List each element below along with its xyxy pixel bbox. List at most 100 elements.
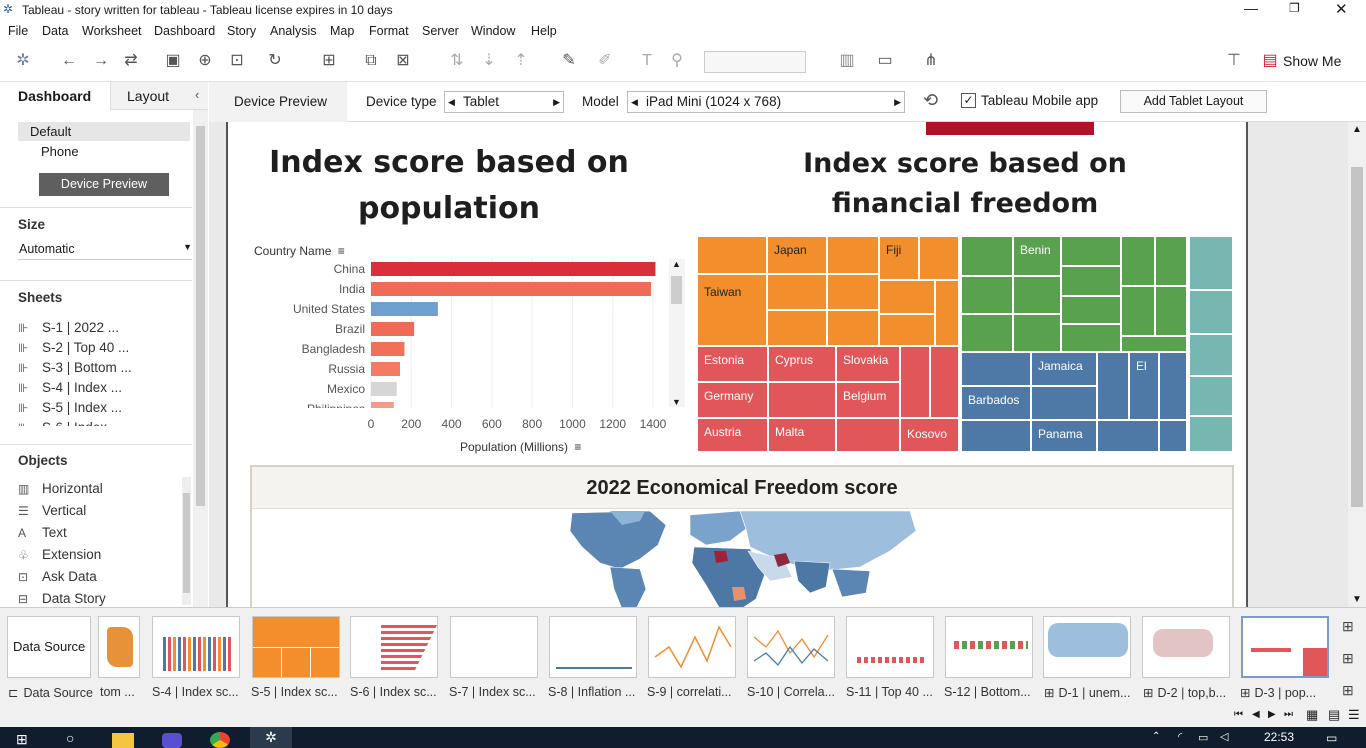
treemap-cell-panama[interactable]: Panama <box>1031 420 1097 452</box>
sheet-item[interactable]: ⊪ S-4 | Index ... <box>18 380 122 395</box>
map-region-greenland[interactable] <box>610 511 645 525</box>
tabs-view-icon[interactable]: ▤ <box>1328 707 1341 722</box>
tableau-taskbar-icon[interactable]: ✲ <box>250 727 292 748</box>
map-region-europe[interactable] <box>689 511 747 546</box>
map-region-south-america[interactable] <box>609 566 647 607</box>
labels-icon[interactable]: T <box>642 52 652 69</box>
menu-server[interactable]: Server <box>422 24 459 38</box>
file-explorer-icon[interactable] <box>112 733 134 748</box>
sheet-tab[interactable]: tom ... <box>100 685 135 699</box>
bar[interactable] <box>371 302 438 316</box>
bar-chart-scrollbar[interactable]: ▲ ▼ <box>669 259 685 407</box>
last-tab-icon[interactable]: ⏭ <box>1284 709 1293 720</box>
redo-icon[interactable]: → <box>93 52 109 69</box>
prev-arrow-icon[interactable]: ◀ <box>448 97 455 107</box>
map-region-se-asia[interactable] <box>831 568 871 598</box>
prev-arrow-icon[interactable]: ◀ <box>631 97 638 107</box>
menu-worksheet[interactable]: Worksheet <box>82 24 142 38</box>
new-worksheet-tab-icon[interactable]: ⊞ <box>1342 618 1354 634</box>
treemap-cell[interactable] <box>1097 352 1129 420</box>
dashboard-tab-active[interactable]: ⊞ D-3 | pop... <box>1240 685 1332 700</box>
treemap-cell-barbados[interactable]: Barbados <box>961 386 1031 420</box>
menu-story[interactable]: Story <box>227 24 257 38</box>
treemap-cell[interactable] <box>879 280 935 314</box>
treemap-cell[interactable] <box>930 346 959 418</box>
scroll-thumb[interactable] <box>183 493 190 593</box>
country-name-header[interactable]: Country Name ≡ <box>254 244 345 258</box>
mobile-app-checkbox[interactable]: ✓ <box>961 93 976 108</box>
thumb-s6[interactable] <box>350 616 438 678</box>
treemap-cell[interactable] <box>1061 266 1121 296</box>
thumb-s5[interactable] <box>252 616 340 678</box>
thumb-data-source[interactable]: Data Source <box>7 616 91 678</box>
model-select[interactable]: ◀ iPad Mini (1024 x 768) ▶ <box>627 91 905 113</box>
treemap-cell[interactable] <box>1189 416 1233 452</box>
treemap-cell[interactable] <box>961 352 1031 386</box>
category-label[interactable]: Mexico <box>327 382 365 396</box>
treemap-cell[interactable] <box>1189 376 1233 416</box>
category-label[interactable]: Brazil <box>335 322 365 336</box>
show-me-button[interactable]: Show Me <box>1283 53 1342 69</box>
minimize-button[interactable]: — <box>1244 0 1258 16</box>
menu-window[interactable]: Window <box>471 24 516 38</box>
group-icon[interactable]: ✐ <box>598 52 612 69</box>
scroll-up-icon[interactable]: ▲ <box>672 259 681 269</box>
category-label[interactable]: United States <box>293 302 365 316</box>
notification-icon[interactable]: ▭ <box>1326 731 1338 745</box>
scroll-thumb[interactable] <box>196 126 205 506</box>
new-worksheet-icon[interactable]: ⊞ <box>322 52 336 69</box>
treemap-cell[interactable] <box>767 310 827 346</box>
world-map[interactable] <box>570 511 930 607</box>
treemap-cell[interactable] <box>961 276 1013 314</box>
treemap-cell-germany[interactable]: Germany <box>697 382 768 418</box>
add-tablet-layout-button[interactable]: Add Tablet Layout <box>1120 90 1267 113</box>
duplicate-icon[interactable]: ⧉ <box>365 52 377 69</box>
sheet-item[interactable]: ⊪ S-5 | Index ... <box>18 400 122 415</box>
new-dashboard-tab-icon[interactable]: ⊞ <box>1342 650 1354 666</box>
clear-sheet-icon[interactable]: ⊠ <box>396 52 410 69</box>
size-dropdown[interactable]: Automatic ▼ <box>18 240 192 260</box>
treemap-cell[interactable] <box>1097 420 1159 452</box>
treemap-cell-jamaica[interactable]: Jamaica <box>1031 352 1097 386</box>
sheet-item[interactable]: ⊪ S-6 | Index ... <box>18 420 122 426</box>
refresh-icon[interactable]: ↻ <box>268 52 282 69</box>
bar-chart-icon[interactable]: ▥ <box>839 52 855 69</box>
paint-icon[interactable]: ⊤ <box>1227 52 1241 69</box>
thumb-s4[interactable] <box>152 616 240 678</box>
sheet-tab[interactable]: S-11 | Top 40 ... <box>846 685 933 699</box>
filmstrip-view-icon[interactable]: ▦ <box>1306 707 1319 722</box>
sheet-item[interactable]: ⊪ S-3 | Bottom ... <box>18 360 132 375</box>
next-arrow-icon[interactable]: ▶ <box>553 97 560 107</box>
sheet-tab[interactable]: S-6 | Index sc... <box>350 685 437 699</box>
fit-dropdown[interactable] <box>704 51 806 73</box>
thumb-s11[interactable] <box>846 616 934 678</box>
treemap-cell[interactable] <box>879 314 935 346</box>
device-preview-tab[interactable]: Device Preview <box>209 82 347 122</box>
device-preview-button[interactable]: Device Preview <box>39 173 169 196</box>
treemap-cell[interactable] <box>827 236 879 274</box>
category-label[interactable]: Philippines <box>307 402 365 408</box>
thumb-partial[interactable] <box>98 616 140 678</box>
scroll-down-icon[interactable]: ▼ <box>1352 594 1362 605</box>
treemap-cell[interactable] <box>1061 324 1121 352</box>
map-region-highlight-red[interactable] <box>714 551 728 563</box>
sort-asc-icon[interactable]: ⇣ <box>482 52 496 69</box>
treemap-cell[interactable] <box>1159 352 1187 420</box>
tray-chevron-icon[interactable]: ⌃ <box>1152 731 1161 742</box>
share-icon[interactable]: ⋔ <box>924 52 938 69</box>
swap-icon[interactable]: ⇅ <box>450 52 464 69</box>
treemap-cell-belgium[interactable]: Belgium <box>836 382 900 418</box>
new-data-source-icon[interactable]: ⊕ <box>198 52 212 69</box>
treemap-cell-fiji[interactable]: Fiji <box>879 236 919 280</box>
objects-scrollbar[interactable] <box>182 477 191 605</box>
sheet-tab[interactable]: S-10 | Correla... <box>747 685 836 699</box>
bar[interactable] <box>371 322 415 336</box>
next-arrow-icon[interactable]: ▶ <box>894 97 901 107</box>
treemap-cell[interactable] <box>919 236 959 280</box>
presentation-icon[interactable]: ▭ <box>877 52 893 69</box>
thumb-d3-active[interactable] <box>1241 616 1329 678</box>
treemap-cell[interactable] <box>1061 296 1121 324</box>
treemap-cell-kosovo[interactable]: Kosovo <box>900 418 959 452</box>
show-me-icon[interactable]: ▤ <box>1262 52 1278 69</box>
treemap-cell[interactable] <box>900 346 930 418</box>
